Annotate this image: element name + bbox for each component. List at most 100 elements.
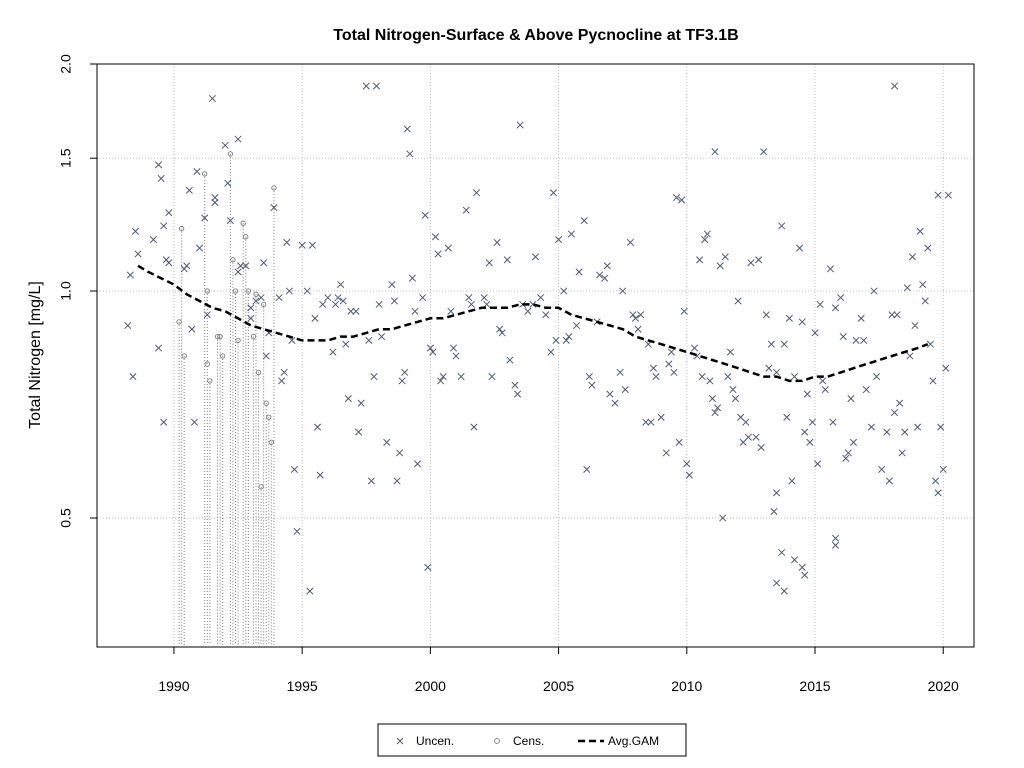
uncensored-point — [313, 423, 322, 431]
censored-point — [176, 319, 182, 325]
uncensored-point — [560, 287, 568, 295]
uncensored-point — [747, 259, 755, 267]
uncensored-point — [149, 236, 157, 244]
uncensored-point — [742, 418, 750, 426]
uncensored-point — [765, 364, 773, 372]
censored-point — [271, 185, 277, 191]
uncensored-point — [126, 271, 134, 279]
uncensored-point — [411, 307, 419, 315]
uncensored-point — [303, 287, 311, 295]
uncensored-point — [242, 262, 250, 270]
uncensored-point — [914, 423, 922, 431]
uncensored-point — [439, 373, 447, 381]
uncensored-point — [429, 348, 437, 356]
uncensored-point — [357, 399, 365, 407]
uncensored-point — [383, 438, 391, 446]
uncensored-point — [483, 300, 491, 308]
uncensored-point — [293, 527, 301, 535]
censored-point — [217, 333, 223, 340]
uncensored-point — [626, 238, 634, 246]
uncensored-point — [316, 471, 324, 479]
censored-point — [181, 353, 187, 359]
plot-frame — [96, 63, 975, 648]
uncensored-point — [934, 191, 942, 199]
censored-point — [230, 257, 236, 263]
x-tick-label: 2010 — [671, 678, 702, 694]
uncensored-point — [431, 233, 440, 241]
y-tick-label: 1.5 — [58, 148, 74, 168]
censored-series — [176, 151, 277, 645]
uncensored-point — [711, 148, 719, 156]
uncensored-point — [124, 321, 132, 330]
uncensored-point — [790, 373, 799, 381]
uncensored-point — [224, 179, 232, 187]
uncensored-point — [831, 541, 840, 549]
censored-point — [202, 171, 208, 177]
uncensored-point — [885, 477, 893, 485]
uncensored-point — [637, 311, 645, 319]
uncensored-point — [893, 311, 901, 319]
uncensored-point — [678, 196, 686, 204]
uncensored-point — [434, 250, 442, 258]
uncensored-point — [324, 294, 332, 302]
uncensored-point — [226, 216, 234, 225]
x-tick-label: 2000 — [415, 678, 446, 694]
uncensored-point — [585, 373, 593, 381]
uncensored-point — [160, 222, 168, 230]
uncensored-point — [803, 390, 811, 398]
legend: Uncen. Cens. Avg.GAM — [377, 723, 687, 757]
gam-line — [137, 264, 929, 383]
uncensored-point — [234, 268, 242, 276]
uncensored-point — [665, 360, 673, 368]
uncensored-point — [898, 449, 906, 457]
uncensored-point — [667, 348, 675, 356]
uncensored-point — [485, 259, 493, 267]
y-axis-label: Total Nitrogen [mg/L] — [27, 281, 44, 429]
uncensored-point — [131, 227, 140, 235]
censored-point — [232, 288, 239, 294]
uncensored-point — [270, 204, 278, 212]
gam-series — [137, 264, 929, 383]
uncensored-point — [778, 222, 786, 230]
uncensored-point — [190, 418, 198, 426]
uncensored-point — [529, 300, 537, 308]
uncensored-point — [873, 373, 881, 381]
uncensored-point — [457, 373, 465, 381]
uncensored-point — [470, 423, 478, 431]
uncensored-point — [831, 304, 840, 312]
uncensored-point — [572, 321, 581, 330]
uncensored-point — [165, 209, 173, 217]
uncensored-point — [496, 325, 504, 333]
uncensored-point — [662, 449, 670, 457]
legend-box — [377, 723, 687, 757]
uncensored-point — [916, 227, 924, 235]
uncensored-point — [165, 259, 173, 267]
uncensored-point — [603, 262, 611, 270]
uncensored-point — [247, 314, 255, 322]
uncensored-point — [798, 563, 806, 571]
uncensored-point — [537, 294, 545, 302]
uncensored-point — [724, 373, 732, 381]
legend-uncen-label: Uncen. — [416, 734, 454, 748]
uncensored-point — [616, 368, 624, 376]
censored-point — [250, 333, 257, 340]
uncensored-point — [921, 297, 929, 305]
uncensored-point — [701, 236, 709, 244]
uncensored-point — [642, 418, 650, 426]
legend-cens-label: Cens. — [513, 734, 544, 748]
censored-point — [253, 291, 259, 297]
uncensored-point — [211, 199, 219, 207]
uncensored-point — [755, 256, 763, 264]
censored-point — [227, 151, 233, 157]
y-tick-label: 1.0 — [58, 281, 74, 301]
uncensored-point — [201, 214, 209, 222]
uncensored-point — [703, 230, 711, 238]
uncensored-point — [188, 325, 196, 333]
uncensored-point — [372, 82, 381, 90]
censored-point — [204, 361, 210, 367]
uncensored-point — [280, 368, 288, 376]
uncensored-point — [901, 428, 909, 436]
uncensored-point — [726, 348, 734, 356]
uncensored-point — [772, 489, 781, 497]
uncensored-point — [339, 297, 347, 305]
